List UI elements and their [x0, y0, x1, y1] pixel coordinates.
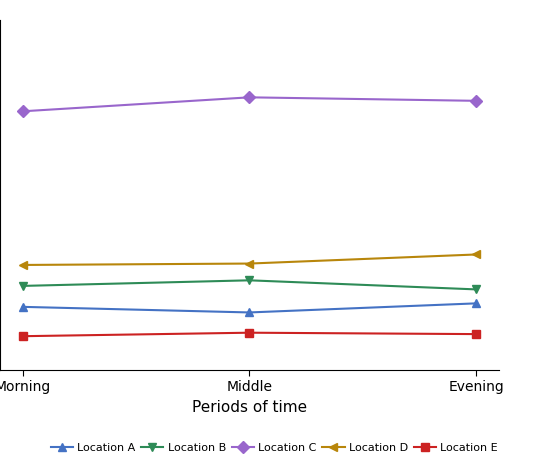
Location E: [473, 331, 480, 337]
Location A: [19, 304, 26, 310]
Location A: [473, 301, 480, 306]
Location C: [19, 109, 26, 114]
Location B: [19, 283, 26, 289]
Line: Location E: Location E: [19, 328, 480, 340]
Location C: [246, 94, 252, 100]
Line: Location A: Location A: [19, 299, 480, 317]
Location A: [246, 310, 252, 315]
Legend: Location A, Location B, Location C, Location D, Location E: Location A, Location B, Location C, Loca…: [46, 438, 502, 457]
Location D: [246, 261, 252, 266]
X-axis label: Periods of time: Periods of time: [192, 400, 307, 415]
Location D: [19, 262, 26, 268]
Location B: [246, 277, 252, 283]
Location E: [246, 330, 252, 336]
Line: Location C: Location C: [19, 93, 480, 116]
Location E: [19, 333, 26, 339]
Line: Location B: Location B: [19, 276, 480, 293]
Line: Location D: Location D: [19, 250, 480, 269]
Location C: [473, 98, 480, 104]
Location D: [473, 252, 480, 257]
Location B: [473, 287, 480, 292]
